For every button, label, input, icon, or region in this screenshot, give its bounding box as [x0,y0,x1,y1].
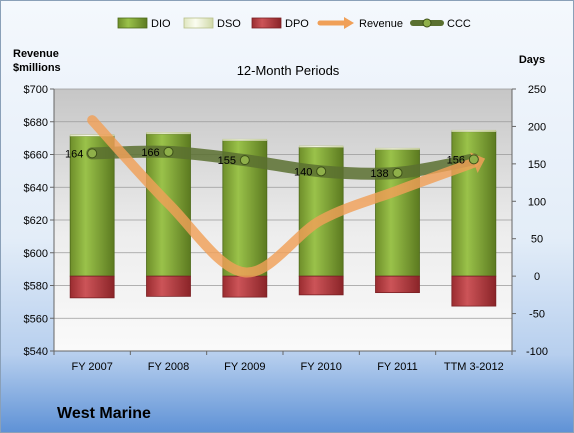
x-tick-label: FY 2007 [71,361,112,373]
ccc-line [86,145,480,180]
left-tick-label: $600 [24,248,48,260]
x-tick-label: FY 2009 [224,361,265,373]
legend-label: CCC [447,18,471,30]
ccc-point [163,146,174,157]
ccc-data-label: 155 [218,155,236,167]
right-tick-label: -100 [526,346,548,358]
dio-bar [69,135,115,277]
dpo-bar [222,275,268,298]
chart-title: 12-Month Periods [237,63,340,78]
right-tick-label: 150 [528,159,546,171]
ccc-point [239,155,250,166]
left-tick-label: $680 [24,117,48,129]
left-tick-label: $540 [24,346,48,358]
ccc-point [392,167,403,178]
ccc-data-label: 164 [65,148,83,160]
ccc-point [87,148,98,159]
y-right-title: Days [519,54,545,66]
dso-bar [375,147,420,150]
dpo-bar [69,275,115,299]
x-tick-label: FY 2011 [377,361,418,373]
y-left-title-line1: Revenue [13,48,59,60]
dio-bar [451,131,497,277]
legend-label: DIO [151,18,171,30]
dpo-bar [146,275,191,297]
legend-label: DPO [285,18,309,30]
dso-bar [146,132,191,135]
right-tick-label: 200 [528,121,546,133]
dpo-bar [451,275,497,307]
left-tick-label: $640 [24,182,48,194]
x-tick-label: FY 2010 [300,361,341,373]
y-left-title-line2: $millions [13,62,61,74]
left-tick-label: $580 [24,281,48,293]
dso-bar [222,138,268,141]
legend-swatch-dso [183,17,214,29]
revenue-line [87,115,479,278]
left-tick-label: $560 [24,313,48,325]
left-tick-label: $660 [24,150,48,162]
ccc-point [316,166,327,177]
company-name: West Marine [57,405,151,422]
right-tick-label: 0 [534,271,540,283]
dpo-bar [298,275,344,296]
ccc-data-label: 138 [370,168,388,180]
left-tick-label: $620 [24,215,48,227]
x-tick-label: FY 2008 [148,361,189,373]
ccc-data-label: 140 [294,166,312,178]
ccc-point [468,154,479,165]
right-tick-label: -50 [529,309,545,321]
legend-label: Revenue [359,18,403,30]
dso-bar [451,129,497,132]
x-tick-label: TTM 3-2012 [444,361,504,373]
legend-label: DSO [217,18,241,30]
ccc-data-label: 156 [447,154,465,166]
right-tick-label: 50 [531,234,543,246]
legend-swatch-dpo [251,17,282,29]
ccc-data-label: 166 [141,147,159,159]
right-tick-label: 250 [528,84,546,96]
dso-bar [298,145,344,148]
dpo-bar [375,275,420,294]
legend-swatch-dio [117,17,148,29]
legend-marker-ccc [422,18,432,28]
right-tick-label: 100 [528,196,546,208]
dso-bar [69,134,115,137]
legend-arrowhead [344,17,354,29]
left-tick-label: $700 [24,84,48,96]
